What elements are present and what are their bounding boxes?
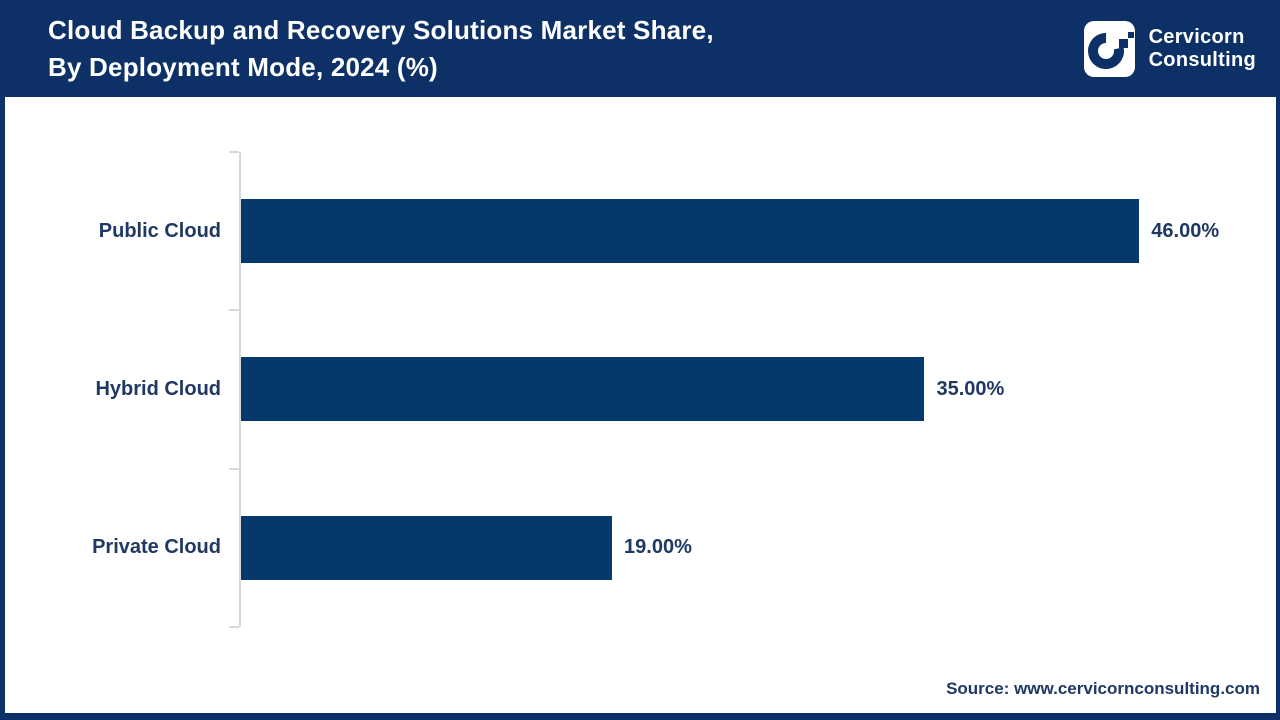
cervicorn-c-logo-icon (1083, 20, 1135, 77)
category-label: Private Cloud (92, 536, 221, 559)
bar-private-cloud (241, 515, 613, 580)
y-axis-line (239, 152, 241, 627)
brand-name-line1: Cervicorn (1148, 25, 1245, 48)
chart-title-line2: By Deployment Mode, 2024 (%) (48, 51, 438, 82)
bar-rows: Public Cloud 46.00% Hybrid Cloud 35.00% Priv… (5, 152, 1276, 627)
brand-logo: Cervicorn Consulting (1083, 20, 1256, 77)
value-label: 46.00% (1151, 219, 1220, 242)
bar-row: Hybrid Cloud 35.00% (5, 310, 1276, 468)
bar-track: 46.00% (241, 199, 1276, 264)
value-label: 35.00% (936, 377, 1005, 400)
value-label: 19.00% (624, 536, 692, 559)
bar-chart: Public Cloud 46.00% Hybrid Cloud 35.00% Priv… (5, 97, 1276, 713)
source-text: Source: www.cervicornconsulting.com (946, 679, 1260, 698)
bar-hybrid-cloud (241, 357, 925, 422)
header-banner: Cloud Backup and Recovery Solutions Mark… (0, 0, 1280, 97)
chart-title-line1: Cloud Backup and Recovery Solutions Mark… (48, 14, 714, 45)
bar-row: Private Cloud 19.00% (5, 469, 1276, 627)
axis-tick (229, 309, 239, 312)
bar-row: Public Cloud 46.00% (5, 152, 1276, 310)
bar-track: 35.00% (241, 357, 1276, 422)
axis-tick (229, 151, 239, 153)
axis-tick (229, 467, 239, 470)
axis-tick (229, 625, 239, 628)
bar-public-cloud (241, 199, 1140, 264)
brand-name: Cervicorn Consulting (1149, 26, 1256, 72)
category-label: Public Cloud (98, 219, 221, 242)
brand-name-line2: Consulting (1148, 48, 1256, 71)
bar-track: 19.00% (241, 515, 1276, 580)
chart-title: Cloud Backup and Recovery Solutions Mark… (48, 12, 714, 86)
category-label: Hybrid Cloud (95, 377, 221, 400)
